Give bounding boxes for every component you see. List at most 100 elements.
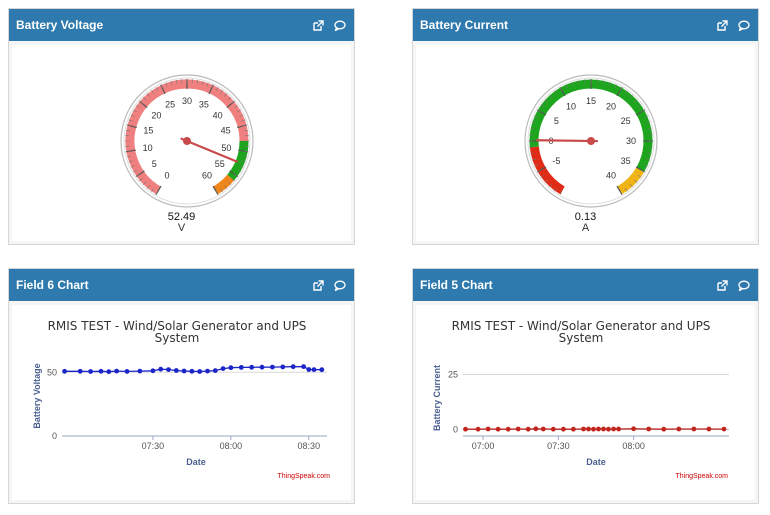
data-point[interactable] — [475, 426, 481, 432]
thingspeak-credit[interactable]: ThingSpeak.com — [675, 473, 728, 480]
data-point[interactable] — [646, 426, 652, 432]
data-point[interactable] — [158, 366, 164, 372]
gauge-minor-tick — [206, 82, 209, 87]
gauge-minor-tick — [130, 114, 135, 117]
gauge-minor-tick — [602, 80, 605, 85]
data-point[interactable] — [173, 368, 179, 373]
comment-icon[interactable] — [738, 20, 750, 31]
gauge-minor-tick — [227, 181, 232, 186]
data-point[interactable] — [495, 426, 501, 432]
data-point[interactable] — [280, 364, 286, 370]
data-point[interactable] — [525, 426, 531, 432]
comment-icon[interactable] — [334, 20, 346, 31]
data-point[interactable] — [505, 426, 511, 432]
data-point[interactable] — [616, 426, 621, 432]
gauge-minor-tick — [234, 105, 238, 108]
data-point[interactable] — [238, 365, 244, 370]
external-link-icon[interactable] — [717, 19, 728, 31]
gauge-minor-tick — [646, 121, 651, 124]
x-tick-label: 07:30 — [547, 441, 570, 451]
gauge-minor-tick — [554, 90, 558, 95]
data-point[interactable] — [220, 366, 226, 371]
gauge-tick-label: 35 — [621, 156, 631, 166]
external-link-icon[interactable] — [313, 279, 324, 291]
gauge-minor-tick — [559, 87, 563, 91]
thingspeak-credit[interactable]: ThingSpeak.com — [277, 473, 330, 480]
panel-header: Field 5 Chart — [413, 269, 758, 301]
data-point[interactable] — [114, 368, 119, 374]
gauge-band — [227, 140, 249, 181]
gauge-needle — [535, 139, 599, 143]
gauge-minor-tick — [242, 124, 247, 127]
gauge-minor-tick — [231, 178, 235, 182]
gauge-minor-tick — [237, 169, 241, 173]
data-point[interactable] — [691, 426, 697, 432]
data-point[interactable] — [62, 368, 67, 374]
data-point[interactable] — [561, 426, 566, 432]
external-link-icon[interactable] — [717, 279, 728, 291]
gauge-minor-tick — [637, 104, 642, 108]
data-point[interactable] — [150, 368, 156, 374]
gauge-minor-tick — [571, 81, 574, 86]
data-point[interactable] — [540, 426, 546, 432]
data-point[interactable] — [661, 426, 667, 432]
comment-icon[interactable] — [334, 280, 346, 291]
gauge-minor-tick — [146, 93, 150, 97]
data-point[interactable] — [596, 426, 601, 432]
gauge-minor-tick — [647, 127, 652, 130]
external-link-icon[interactable] — [313, 19, 324, 31]
gauge-minor-tick — [211, 84, 214, 89]
data-point[interactable] — [106, 369, 112, 375]
data-point[interactable] — [205, 368, 210, 374]
data-point[interactable] — [611, 426, 616, 432]
chart-title: RMIS TEST - Wind/Solar Generator and UPS — [48, 319, 307, 333]
data-point[interactable] — [676, 426, 682, 432]
data-point[interactable] — [181, 368, 187, 374]
data-point[interactable] — [301, 364, 306, 369]
data-point[interactable] — [319, 367, 325, 373]
x-axis-title: Date — [586, 457, 606, 467]
data-point[interactable] — [270, 364, 275, 370]
gauge-minor-tick — [227, 96, 232, 101]
data-point[interactable] — [88, 369, 93, 374]
data-point[interactable] — [463, 426, 468, 432]
data-point[interactable] — [591, 426, 596, 432]
data-point[interactable] — [601, 426, 606, 432]
data-point[interactable] — [606, 426, 611, 432]
gauge-minor-tick — [127, 155, 132, 158]
data-point[interactable] — [124, 369, 130, 374]
data-point[interactable] — [137, 368, 143, 374]
chart-title: System — [155, 331, 200, 345]
data-point[interactable] — [98, 368, 104, 374]
data-point[interactable] — [311, 367, 317, 372]
data-point[interactable] — [212, 368, 218, 373]
data-point[interactable] — [550, 426, 556, 432]
data-point[interactable] — [197, 369, 203, 374]
data-point[interactable] — [77, 368, 83, 374]
comment-icon[interactable] — [738, 280, 750, 291]
gauge-tick-label: 30 — [182, 96, 192, 106]
data-point[interactable] — [581, 426, 586, 432]
gauge-minor-tick — [220, 90, 223, 94]
data-point[interactable] — [533, 426, 539, 432]
data-point[interactable] — [249, 364, 255, 370]
data-point[interactable] — [485, 426, 491, 432]
data-point[interactable] — [586, 426, 591, 432]
data-point[interactable] — [515, 426, 521, 432]
gauge-minor-tick — [231, 100, 235, 104]
gauge-minor-tick — [175, 79, 178, 84]
data-point[interactable] — [166, 367, 171, 372]
data-point[interactable] — [259, 364, 265, 370]
data-point[interactable] — [706, 426, 712, 432]
data-point[interactable] — [228, 365, 234, 371]
gauge-minor-tick — [241, 160, 246, 163]
data-point[interactable] — [306, 367, 312, 372]
data-point[interactable] — [189, 368, 195, 374]
data-point[interactable] — [290, 364, 296, 370]
gauge-minor-tick — [537, 169, 541, 173]
data-point[interactable] — [631, 426, 636, 432]
data-point[interactable] — [721, 426, 727, 432]
gauge-tick-label: 30 — [626, 136, 636, 146]
data-point[interactable] — [571, 426, 576, 432]
gauge-minor-tick — [139, 100, 143, 104]
